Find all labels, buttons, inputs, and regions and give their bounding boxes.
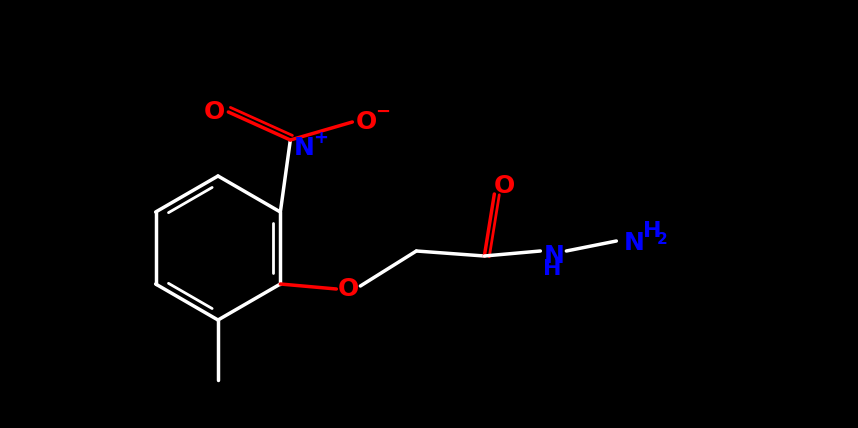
Text: H: H	[543, 259, 562, 279]
Text: O: O	[338, 277, 359, 301]
Text: O: O	[356, 110, 377, 134]
Text: N: N	[544, 244, 565, 268]
Text: −: −	[375, 103, 390, 121]
Text: +: +	[313, 129, 328, 147]
Text: O: O	[203, 100, 225, 124]
Text: 2: 2	[657, 232, 668, 247]
Text: H: H	[644, 221, 662, 241]
Text: N: N	[294, 136, 315, 160]
Text: N: N	[624, 231, 645, 255]
Text: O: O	[493, 174, 515, 198]
